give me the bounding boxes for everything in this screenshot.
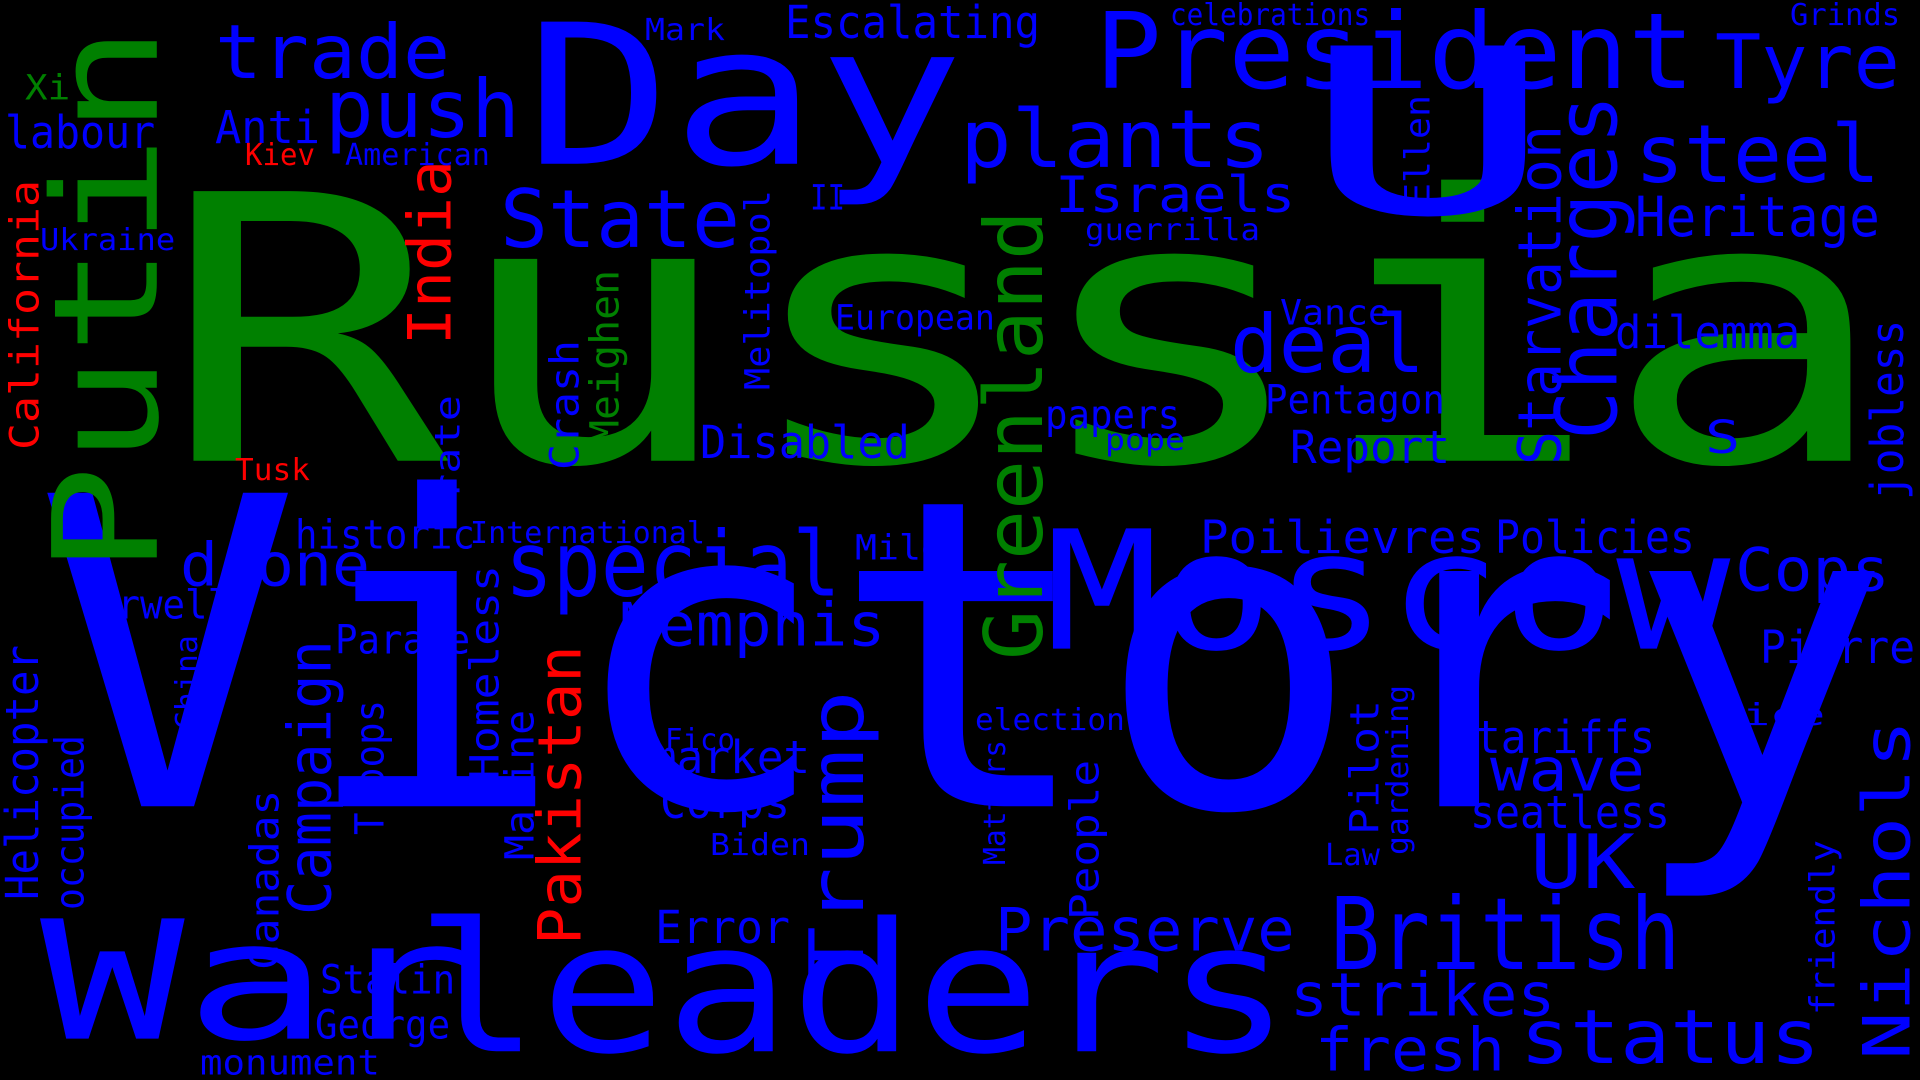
word: Tyre [1715,18,1900,106]
word: labour [5,105,156,159]
word: Escalating [785,0,1041,49]
word: President [1095,0,1695,114]
word: Memphis [620,589,886,660]
word: Marine [496,709,544,860]
word: India [394,159,465,345]
word: Vice [1715,697,1825,733]
word: Pentagon [1265,376,1445,424]
word: jobless [1860,319,1914,500]
word: Poilievres [1200,510,1486,564]
word: Canadas [241,789,289,970]
word: Biden [710,827,811,863]
word: dilemma [1615,305,1801,359]
word: fresh [1315,1014,1506,1080]
word: People [1061,759,1109,920]
word: State [500,172,741,267]
word: Heritage [1635,185,1880,250]
word: election [975,702,1125,738]
word: U [1300,0,1556,269]
word: II [810,176,846,218]
word: Miles [855,526,966,568]
word: UK [1530,818,1636,906]
word: plants [960,92,1271,187]
word: strikes [1290,959,1556,1030]
word: Trump [793,689,881,985]
word: deal [1230,297,1425,392]
word: Troops [346,699,394,835]
word: California [1,179,49,450]
word: Ellen [1396,94,1438,205]
word: trade [215,8,451,96]
word: rate [426,395,468,500]
word: tariffs [1475,710,1656,764]
word: Grinds [1790,0,1901,33]
word: Tusk [235,452,310,488]
word: Day [525,0,965,211]
word: British [1330,876,1681,993]
word: gardening [1380,685,1416,855]
word: Crash [541,339,589,470]
word: drone [180,529,371,600]
word: monument [200,1041,380,1080]
word: Policies [1495,510,1695,564]
word: Russia [160,116,1892,550]
word: Matters [977,739,1013,865]
word: historic [295,511,475,559]
word: status [1520,993,1821,1080]
word: Corps [660,775,791,829]
word: Ukraine [40,222,176,258]
word: friendly [1801,840,1843,1015]
word: Vance [1280,291,1391,333]
word: S [1705,410,1741,464]
word: celebrations [1170,0,1371,33]
word: papers [1045,391,1181,439]
word: seatless [1470,785,1670,839]
word: wave [1490,734,1645,805]
word: Pierre [1760,620,1916,674]
word: steel [1635,107,1881,202]
word: Cops [1735,534,1890,605]
word: Moscow [1045,495,1731,689]
word: Stalin [320,956,456,1004]
word: leaders [415,883,1291,1080]
word: guerrilla [1085,212,1260,248]
word: Law [1325,837,1380,873]
word: Campaign [274,640,345,915]
word: Greenland [967,210,1062,660]
word: Preserve [995,894,1295,965]
word: Pilot [1341,699,1389,835]
word: European [835,296,995,338]
word: Israels [1055,165,1296,224]
word: Kiev [245,137,315,173]
word: Meighen [581,269,629,445]
word: American [345,137,490,173]
word: push [325,62,520,157]
word: Report [1290,420,1451,474]
word: Melitopol [736,190,778,390]
word: Mark [645,12,725,48]
word: Helicopter [0,644,49,900]
word: Victory [35,406,1892,910]
word: occupied [46,735,94,910]
word: War [40,885,475,1079]
word: pope [1105,422,1185,458]
word: Parade [335,616,471,664]
word: Xi [25,66,71,108]
word: China [169,634,205,730]
word: special [505,511,841,618]
word: International [470,515,705,551]
word: George [315,1001,451,1049]
word: Fico [665,722,735,758]
word: Error [655,900,791,954]
word: Disabled [700,415,910,469]
word: Orwell [95,581,231,629]
word: Nichols [1849,719,1920,1060]
word: market [650,730,811,784]
word: Starvation [1504,124,1575,465]
word: Anti [215,100,320,154]
